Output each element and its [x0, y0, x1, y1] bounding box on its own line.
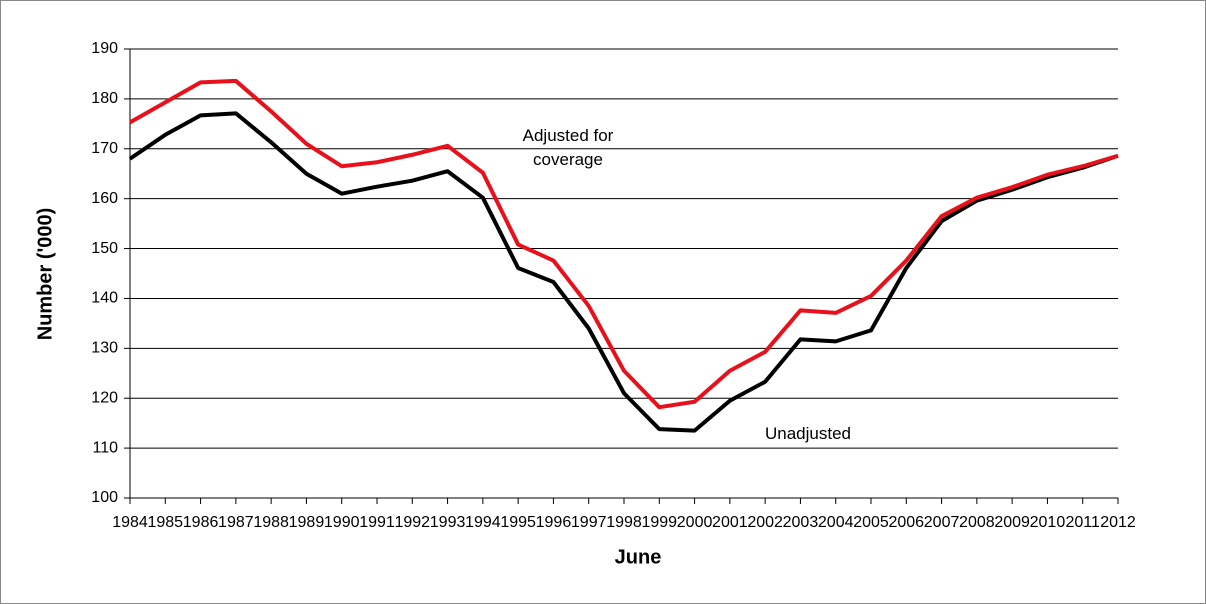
x-tick-label: 2005 — [853, 514, 889, 531]
x-tick-label: 2011 — [1066, 514, 1101, 531]
x-tick-label: 2008 — [959, 514, 995, 531]
x-tick-label: 1984 — [112, 514, 148, 531]
x-tick-label: 2010 — [1030, 514, 1066, 531]
x-tick-label: 1985 — [147, 514, 183, 531]
y-tick-label: 120 — [91, 389, 118, 406]
x-tick-label: 1998 — [606, 514, 642, 531]
x-tick-label: 2009 — [994, 514, 1030, 531]
x-tick-label: 2002 — [747, 514, 783, 531]
x-tick-label: 1996 — [536, 514, 572, 531]
y-axis-title: Number ('000) — [34, 208, 56, 341]
y-tick-label: 130 — [91, 340, 118, 357]
x-tick-label: 1988 — [253, 514, 289, 531]
series-line — [128, 111, 1119, 433]
x-tick-label: 1999 — [641, 514, 677, 531]
x-tick-label: 2012 — [1100, 514, 1136, 531]
x-tick-label: 1992 — [394, 514, 430, 531]
x-tick-label: 2004 — [818, 514, 854, 531]
y-tick-label: 160 — [91, 190, 118, 207]
x-tick-label: 1995 — [500, 514, 536, 531]
y-tick-label: 100 — [91, 489, 118, 506]
y-tick-label: 110 — [92, 439, 118, 456]
x-tick-label: 1986 — [183, 514, 219, 531]
series-annotation: Adjusted for coverage — [522, 126, 614, 169]
x-tick-label: 1997 — [571, 514, 607, 531]
x-tick-label: 1994 — [465, 514, 501, 531]
x-axis-title: June — [615, 546, 662, 568]
y-tick-label: 170 — [91, 140, 118, 157]
x-tick-label: 2000 — [677, 514, 713, 531]
x-tick-label: 1991 — [359, 514, 395, 531]
y-tick-label: 180 — [91, 90, 118, 107]
y-tick-label: 150 — [91, 240, 118, 257]
x-tick-label: 1993 — [430, 514, 466, 531]
series-line — [129, 78, 1119, 410]
x-tick-label: 2003 — [783, 514, 819, 531]
series-annotation: Unadjusted — [764, 424, 851, 443]
x-tick-label: 2007 — [924, 514, 960, 531]
x-tick-label: 2006 — [888, 514, 924, 531]
x-tick-label: 1987 — [218, 514, 254, 531]
y-tick-label: 190 — [91, 40, 118, 57]
y-tick-label: 140 — [91, 290, 118, 307]
x-tick-label: 1989 — [289, 514, 325, 531]
x-tick-label: 2001 — [712, 514, 748, 531]
x-tick-label: 1990 — [324, 514, 360, 531]
